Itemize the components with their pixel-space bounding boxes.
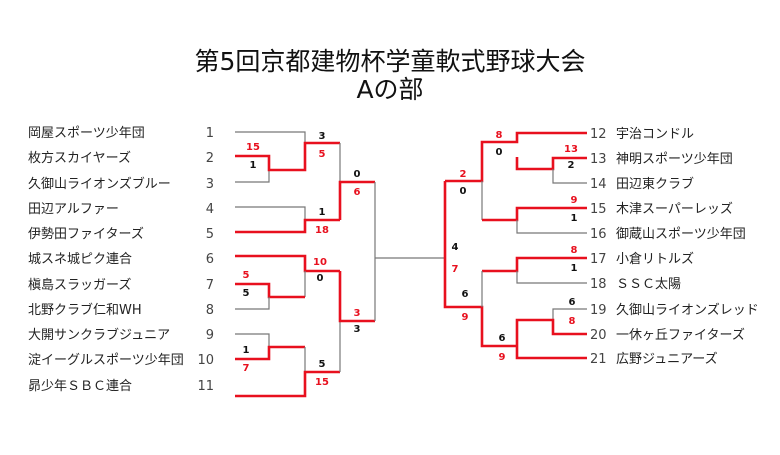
team-seed: 2	[206, 151, 214, 166]
team-name: 御蔵山スポーツ少年団	[616, 227, 746, 242]
team-seed: 12	[590, 127, 607, 142]
team-seed: 21	[590, 352, 607, 367]
score: 0	[496, 147, 503, 158]
score: 7	[243, 363, 250, 374]
team-name: 淀イーグルスポーツ少年団	[28, 353, 184, 368]
page-title: 第5回京都建物杯学童軟式野球大会	[195, 47, 586, 76]
score: 6	[354, 187, 361, 198]
team-seed: 18	[590, 277, 607, 292]
score: 6	[462, 289, 469, 300]
score: 3	[354, 308, 361, 319]
team-seed: 6	[206, 252, 214, 267]
team-seed: 7	[206, 278, 214, 293]
score: 8	[571, 245, 578, 256]
score: 4	[452, 242, 459, 253]
score: 5	[319, 359, 326, 370]
left-team-list: 岡屋スポーツ少年団 1 枚方スカイヤーズ 2 久御山ライオンズブルー 3 田辺アルファー 4 伊…	[28, 126, 214, 394]
team-name: ＳＳＣ太陽	[616, 277, 681, 292]
team-seed: 3	[206, 177, 214, 192]
score: 2	[460, 169, 467, 180]
score: 0	[317, 273, 324, 284]
score: 6	[569, 297, 576, 308]
team-name: 岡屋スポーツ少年団	[28, 126, 145, 141]
team-name: 宇治コンドル	[616, 127, 694, 142]
team-name: 小倉リトルズ	[616, 251, 694, 267]
score: 1	[571, 213, 578, 224]
team-seed: 4	[206, 202, 214, 217]
team-seed: 14	[590, 177, 607, 192]
team-name: 神明スポーツ少年団	[616, 152, 733, 167]
team-seed: 9	[206, 328, 214, 343]
score: 1	[319, 207, 326, 218]
team-seed: 15	[590, 202, 607, 217]
score: 0	[354, 169, 361, 180]
score: 5	[243, 270, 250, 281]
team-name: 田辺アルファー	[28, 202, 119, 217]
score: 18	[315, 225, 329, 236]
team-seed: 20	[590, 328, 607, 343]
team-seed: 5	[206, 227, 214, 242]
score: 1	[571, 263, 578, 274]
team-seed: 11	[197, 379, 214, 394]
bracket-lines	[235, 131, 587, 398]
score: 15	[246, 142, 260, 153]
score: 6	[499, 333, 506, 344]
score: 9	[499, 352, 506, 363]
score: 2	[568, 160, 575, 171]
score: 8	[569, 316, 576, 327]
team-seed: 17	[590, 252, 607, 267]
team-seed: 8	[206, 303, 214, 318]
team-name: 槇島スラッガーズ	[28, 277, 131, 293]
score: 13	[564, 144, 578, 155]
team-seed: 19	[590, 303, 607, 318]
score: 3	[354, 324, 361, 335]
team-seed: 16	[590, 227, 607, 242]
team-name: 城スネ城ピク連合	[28, 252, 132, 267]
score: 9	[571, 195, 578, 206]
right-team-list: 12 宇治コンドル 13 神明スポーツ少年団 14 田辺東クラブ 15 木津スーパーレッズ 16…	[590, 127, 759, 367]
team-name: 枚方スカイヤーズ	[28, 150, 131, 166]
score: 5	[243, 288, 250, 299]
score: 8	[496, 130, 503, 141]
team-name: 昴少年ＳＢＣ連合	[28, 379, 132, 394]
team-seed: 10	[197, 353, 214, 368]
score: 7	[452, 264, 459, 275]
score: 1	[243, 345, 250, 356]
team-name: 木津スーパーレッズ	[616, 201, 733, 217]
team-seed: 1	[206, 126, 214, 141]
score: 9	[462, 312, 469, 323]
score: 1	[250, 160, 257, 171]
team-name: 広野ジュニアーズ	[616, 351, 718, 367]
score: 5	[319, 149, 326, 160]
team-name: 久御山ライオンズブルー	[28, 176, 171, 192]
team-name: 北野クラブ仁和WH	[28, 302, 142, 318]
team-name: 田辺東クラブ	[616, 176, 694, 192]
score: 10	[313, 257, 327, 268]
team-seed: 13	[590, 152, 607, 167]
score: 0	[460, 186, 467, 197]
team-name: 伊勢田ファイターズ	[28, 226, 144, 242]
page-subtitle: Aの部	[356, 75, 423, 104]
score: 3	[319, 131, 326, 142]
team-name: 久御山ライオンズレッド	[616, 302, 759, 318]
team-name: 大開サンクラブジュニア	[28, 327, 170, 343]
team-name: 一休ヶ丘ファイターズ	[616, 327, 745, 343]
score: 15	[315, 377, 329, 388]
